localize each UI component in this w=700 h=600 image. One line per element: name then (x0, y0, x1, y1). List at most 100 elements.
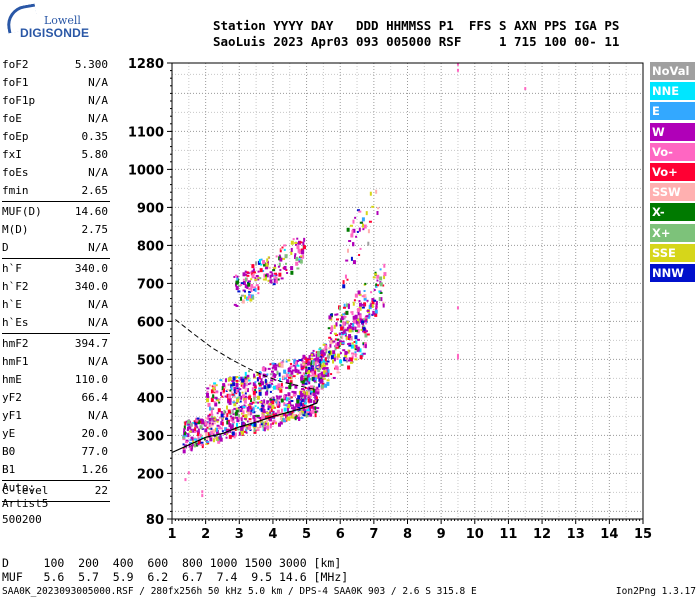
echo-point (306, 407, 310, 412)
echo-point (348, 342, 352, 345)
echo-point (256, 395, 260, 400)
echo-point (294, 241, 298, 244)
echo-point (218, 401, 221, 404)
echo-point (196, 417, 200, 420)
echo-point (374, 309, 378, 314)
echo-point (342, 329, 346, 334)
echo-point (272, 283, 276, 286)
echo-point (302, 414, 306, 417)
echo-point (290, 250, 293, 255)
echo-point (324, 383, 328, 388)
echo-point (246, 425, 249, 430)
echo-point (377, 207, 380, 210)
echo-point (228, 394, 232, 399)
echo-point (238, 417, 242, 420)
echo-point (199, 425, 203, 430)
echo-point (229, 389, 232, 392)
echo-point (273, 276, 276, 279)
echo-point (252, 295, 255, 300)
echo-point (291, 383, 295, 386)
echo-point (347, 349, 350, 354)
echo-point (261, 405, 265, 410)
echo-point (217, 408, 221, 413)
echo-point (306, 376, 310, 381)
echo-point (208, 427, 211, 430)
echo-point (233, 387, 237, 392)
echo-point (240, 294, 244, 297)
echo-point (241, 378, 245, 383)
echo-point (250, 398, 253, 403)
echo-point (317, 358, 320, 363)
echo-point (253, 288, 256, 291)
header-row-labels: Station YYYY DAY DDD HHMMSS P1 FFS S AXN… (213, 18, 620, 33)
echo-point (274, 272, 278, 275)
echo-point (355, 235, 358, 238)
echo-point (350, 336, 353, 341)
echo-point (324, 357, 327, 362)
echo-point (291, 390, 295, 393)
echo-point (312, 354, 316, 357)
echo-point (237, 390, 240, 393)
echo-point (367, 241, 370, 246)
echo-point (189, 422, 193, 427)
echo-point (243, 399, 247, 404)
echo-point (321, 364, 324, 369)
echo-point (269, 274, 272, 279)
echo-point (268, 266, 271, 269)
echo-point (271, 405, 275, 410)
echo-point (242, 281, 246, 286)
echo-point (358, 306, 362, 311)
echo-point (257, 401, 260, 404)
echo-point (302, 402, 306, 407)
echo-point (299, 408, 303, 411)
echo-point (217, 427, 221, 430)
echo-point (363, 294, 367, 299)
echo-point (197, 436, 200, 441)
echo-point (269, 410, 273, 413)
echo-point (195, 421, 198, 424)
echo-point (235, 280, 239, 285)
echo-point (304, 395, 307, 400)
echo-point (305, 362, 308, 367)
echo-point (251, 422, 254, 427)
echo-point (210, 430, 214, 435)
echo-point (348, 240, 352, 243)
echo-point (261, 423, 264, 428)
echo-point (310, 388, 314, 391)
echo-point (250, 271, 253, 276)
echo-point (357, 311, 360, 316)
echo-point (342, 349, 346, 352)
param-row-fof1: foF1 N/A (2, 74, 108, 92)
echo-point (261, 415, 265, 420)
echo-point (182, 436, 186, 439)
echo-point (347, 303, 350, 308)
echo-point (185, 441, 189, 444)
legend-item-nnw: NNW (650, 263, 695, 282)
echo-point (242, 422, 246, 427)
echo-point (251, 270, 254, 273)
direction-legend: NoVal NNE E W Vo- Vo+ SSW X- X+ SSE NNW (650, 62, 695, 284)
echo-point (272, 385, 276, 390)
echo-point (307, 396, 310, 399)
echo-point (231, 393, 235, 396)
echo-point (249, 405, 252, 410)
header-row-values: SaoLuis 2023 Apr03 093 005000 RSF 1 715 … (213, 34, 620, 49)
echo-point (323, 367, 327, 370)
echo-point (253, 419, 256, 424)
echo-point (346, 278, 349, 281)
echo-point (253, 286, 257, 289)
echo-point (269, 413, 273, 416)
x-tick-label: 8 (403, 527, 412, 542)
echo-point (336, 366, 339, 371)
param-separator (2, 333, 110, 334)
echo-point (297, 395, 301, 400)
echo-point (285, 254, 288, 257)
echo-point (358, 210, 362, 213)
echo-point (301, 412, 305, 415)
echo-point (314, 381, 318, 384)
echo-point (322, 352, 326, 355)
echo-point (253, 427, 256, 432)
echo-point (274, 379, 277, 382)
echo-point (298, 390, 301, 395)
